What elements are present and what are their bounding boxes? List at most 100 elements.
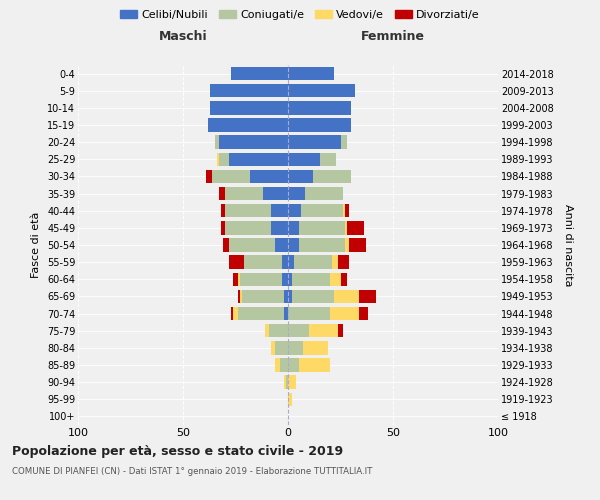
Bar (288, 101, 351, 114)
Bar (288, 187, 343, 200)
Bar (288, 204, 343, 218)
Y-axis label: Fasce di età: Fasce di età (31, 212, 41, 278)
Bar (288, 358, 330, 372)
Bar (288, 256, 332, 269)
Bar (221, 221, 288, 234)
Bar (240, 272, 288, 286)
Bar (215, 136, 288, 149)
Bar (288, 376, 296, 389)
Bar (288, 101, 351, 114)
Bar (212, 170, 288, 183)
Legend: Celibi/Nubili, Coniugati/e, Vedovi/e, Divorziati/e: Celibi/Nubili, Coniugati/e, Vedovi/e, Di… (116, 6, 484, 25)
Bar (288, 152, 337, 166)
Bar (288, 101, 351, 114)
Bar (288, 187, 343, 200)
Bar (288, 324, 343, 338)
Bar (288, 341, 328, 354)
Bar (210, 84, 288, 98)
Bar (288, 238, 345, 252)
Bar (288, 221, 347, 234)
Bar (288, 152, 320, 166)
Bar (218, 152, 288, 166)
Bar (288, 341, 303, 354)
Bar (232, 307, 288, 320)
Bar (284, 376, 288, 389)
Bar (218, 187, 288, 200)
Bar (288, 67, 334, 80)
Bar (229, 238, 288, 252)
Bar (229, 256, 288, 269)
Bar (284, 290, 288, 303)
Bar (288, 67, 334, 80)
Bar (275, 341, 288, 354)
Bar (284, 307, 288, 320)
Bar (217, 152, 288, 166)
Bar (284, 376, 288, 389)
Bar (210, 101, 288, 114)
Bar (221, 204, 288, 218)
Bar (275, 358, 288, 372)
Bar (288, 221, 299, 234)
Bar (288, 307, 330, 320)
Bar (286, 376, 288, 389)
Bar (288, 84, 355, 98)
Bar (210, 101, 288, 114)
Bar (215, 136, 288, 149)
Bar (238, 272, 288, 286)
Bar (288, 84, 355, 98)
Bar (232, 67, 288, 80)
Bar (288, 256, 338, 269)
Bar (280, 358, 288, 372)
Bar (288, 341, 328, 354)
Bar (208, 118, 288, 132)
Bar (288, 118, 351, 132)
Bar (271, 204, 288, 218)
Bar (232, 67, 288, 80)
Bar (288, 272, 347, 286)
Bar (210, 84, 288, 98)
Bar (206, 170, 288, 183)
Bar (288, 272, 330, 286)
Bar (288, 221, 364, 234)
Bar (275, 358, 288, 372)
Bar (288, 136, 347, 149)
Bar (288, 67, 334, 80)
Bar (217, 152, 288, 166)
Bar (288, 290, 292, 303)
Bar (288, 256, 295, 269)
Bar (232, 67, 288, 80)
Bar (288, 187, 305, 200)
Bar (288, 204, 301, 218)
Bar (288, 307, 368, 320)
Bar (225, 187, 288, 200)
Bar (271, 341, 288, 354)
Bar (238, 307, 288, 320)
Text: Femmine: Femmine (361, 30, 425, 43)
Bar (288, 204, 349, 218)
Bar (282, 256, 288, 269)
Bar (208, 118, 288, 132)
Bar (271, 341, 288, 354)
Bar (288, 101, 351, 114)
Bar (288, 84, 355, 98)
Bar (288, 67, 334, 80)
Bar (215, 136, 288, 149)
Bar (244, 256, 288, 269)
Bar (288, 290, 376, 303)
Bar (288, 152, 337, 166)
Bar (240, 290, 288, 303)
Bar (269, 324, 288, 338)
Bar (288, 221, 345, 234)
Bar (282, 272, 288, 286)
Bar (288, 170, 351, 183)
Bar (250, 170, 288, 183)
Bar (225, 221, 288, 234)
Bar (265, 324, 288, 338)
Bar (229, 238, 288, 252)
Bar (233, 272, 288, 286)
Text: Maschi: Maschi (158, 30, 208, 43)
Bar (288, 307, 359, 320)
Bar (288, 118, 351, 132)
Bar (225, 204, 288, 218)
Bar (288, 170, 351, 183)
